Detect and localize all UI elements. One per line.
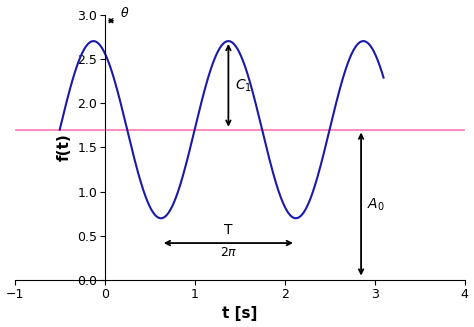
Text: $C_1$: $C_1$ [235, 77, 252, 94]
Text: $\theta$: $\theta$ [120, 6, 129, 20]
Text: T: T [224, 223, 233, 237]
Y-axis label: f(t): f(t) [56, 133, 72, 161]
Text: $A_0$: $A_0$ [367, 197, 385, 213]
Text: $2\pi$: $2\pi$ [219, 246, 237, 259]
X-axis label: t [s]: t [s] [222, 306, 257, 321]
